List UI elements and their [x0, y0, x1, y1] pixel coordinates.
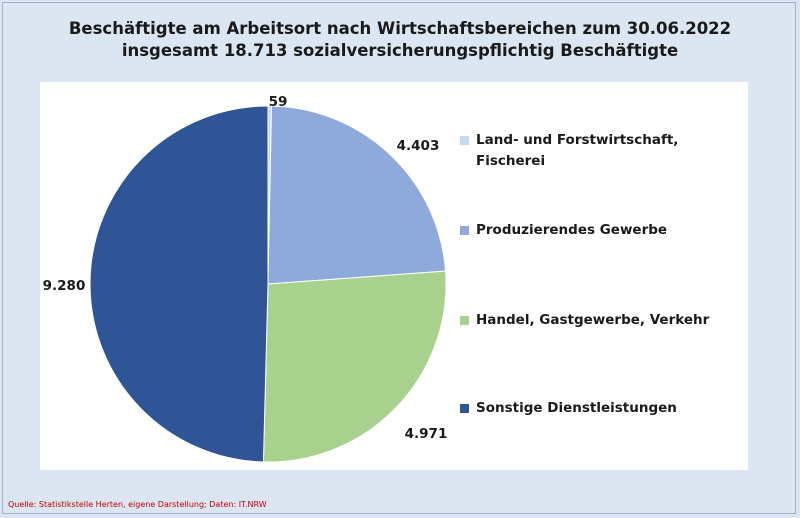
legend-swatch-produzierendes-gewerbe: [460, 226, 469, 235]
legend-label-produzierendes-gewerbe: Produzierendes Gewerbe: [476, 222, 667, 238]
source-note: Quelle: Statistikstelle Herten, eigene D…: [8, 500, 267, 509]
legend-label-landwirtschaft: Land- und Forstwirtschaft, Fischerei: [476, 132, 678, 169]
legend-swatch-landwirtschaft: [460, 136, 469, 145]
legend-swatch-dienstleistungen: [460, 404, 469, 413]
pie-slice-produzierendes-gewerbe: [267, 105, 447, 285]
pie-chart: 59 4.403 4.971 9.280 Land- und Forstwirtscha…: [43, 94, 710, 463]
plot-area: 59 4.403 4.971 9.280 Land- und Forstwirtscha…: [40, 82, 748, 470]
value-label-handel: 4.971: [405, 426, 448, 442]
legend-swatch-handel: [460, 316, 469, 325]
legend-label-dienstleistungen: Sonstige Dienstleistungen: [476, 400, 677, 416]
value-label-dienstleistungen: 9.280: [43, 278, 86, 294]
value-label-produzierendes-gewerbe: 4.403: [397, 138, 440, 154]
value-label-landwirtschaft: 59: [269, 94, 288, 110]
pie-slice-handel: [262, 270, 447, 463]
chart-subtitle: insgesamt 18.713 sozialversicherungspfli…: [121, 41, 679, 60]
chart-title: Beschäftigte am Arbeitsort nach Wirtscha…: [68, 19, 732, 38]
pie-slice-dienstleistungen: [89, 105, 269, 463]
legend-label-handel: Handel, Gastgewerbe, Verkehr: [476, 312, 710, 328]
